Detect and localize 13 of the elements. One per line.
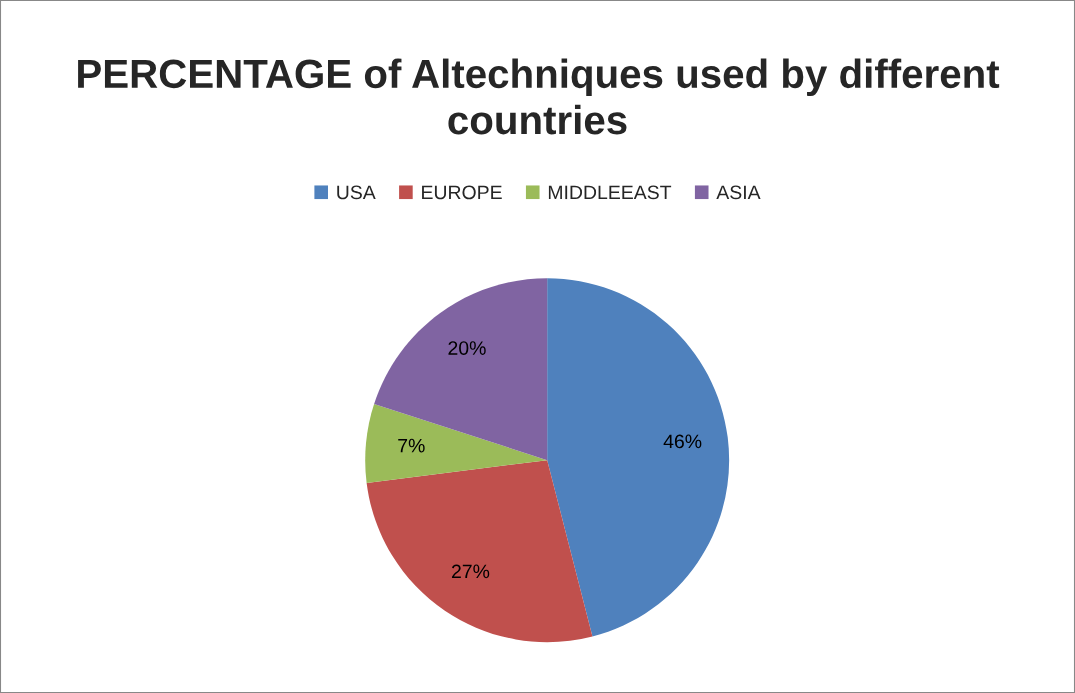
- legend-label: ASIA: [716, 185, 761, 200]
- legend-label: USA: [337, 185, 376, 200]
- data-label: 46%: [663, 434, 702, 449]
- pie-slice: [374, 278, 548, 461]
- pie-slice: [547, 278, 730, 637]
- data-label: 27%: [451, 564, 490, 579]
- pie-slice: [366, 460, 593, 643]
- data-label: 7%: [398, 438, 425, 453]
- legend-label: EUROPE: [422, 185, 502, 200]
- data-label: 20%: [448, 341, 486, 355]
- chart-title: PERCENTAGE of Altechniques used by different countries: [78, 58, 1000, 135]
- pie-slice: [365, 403, 548, 483]
- legend-label: MIDDLEEAST: [548, 185, 672, 200]
